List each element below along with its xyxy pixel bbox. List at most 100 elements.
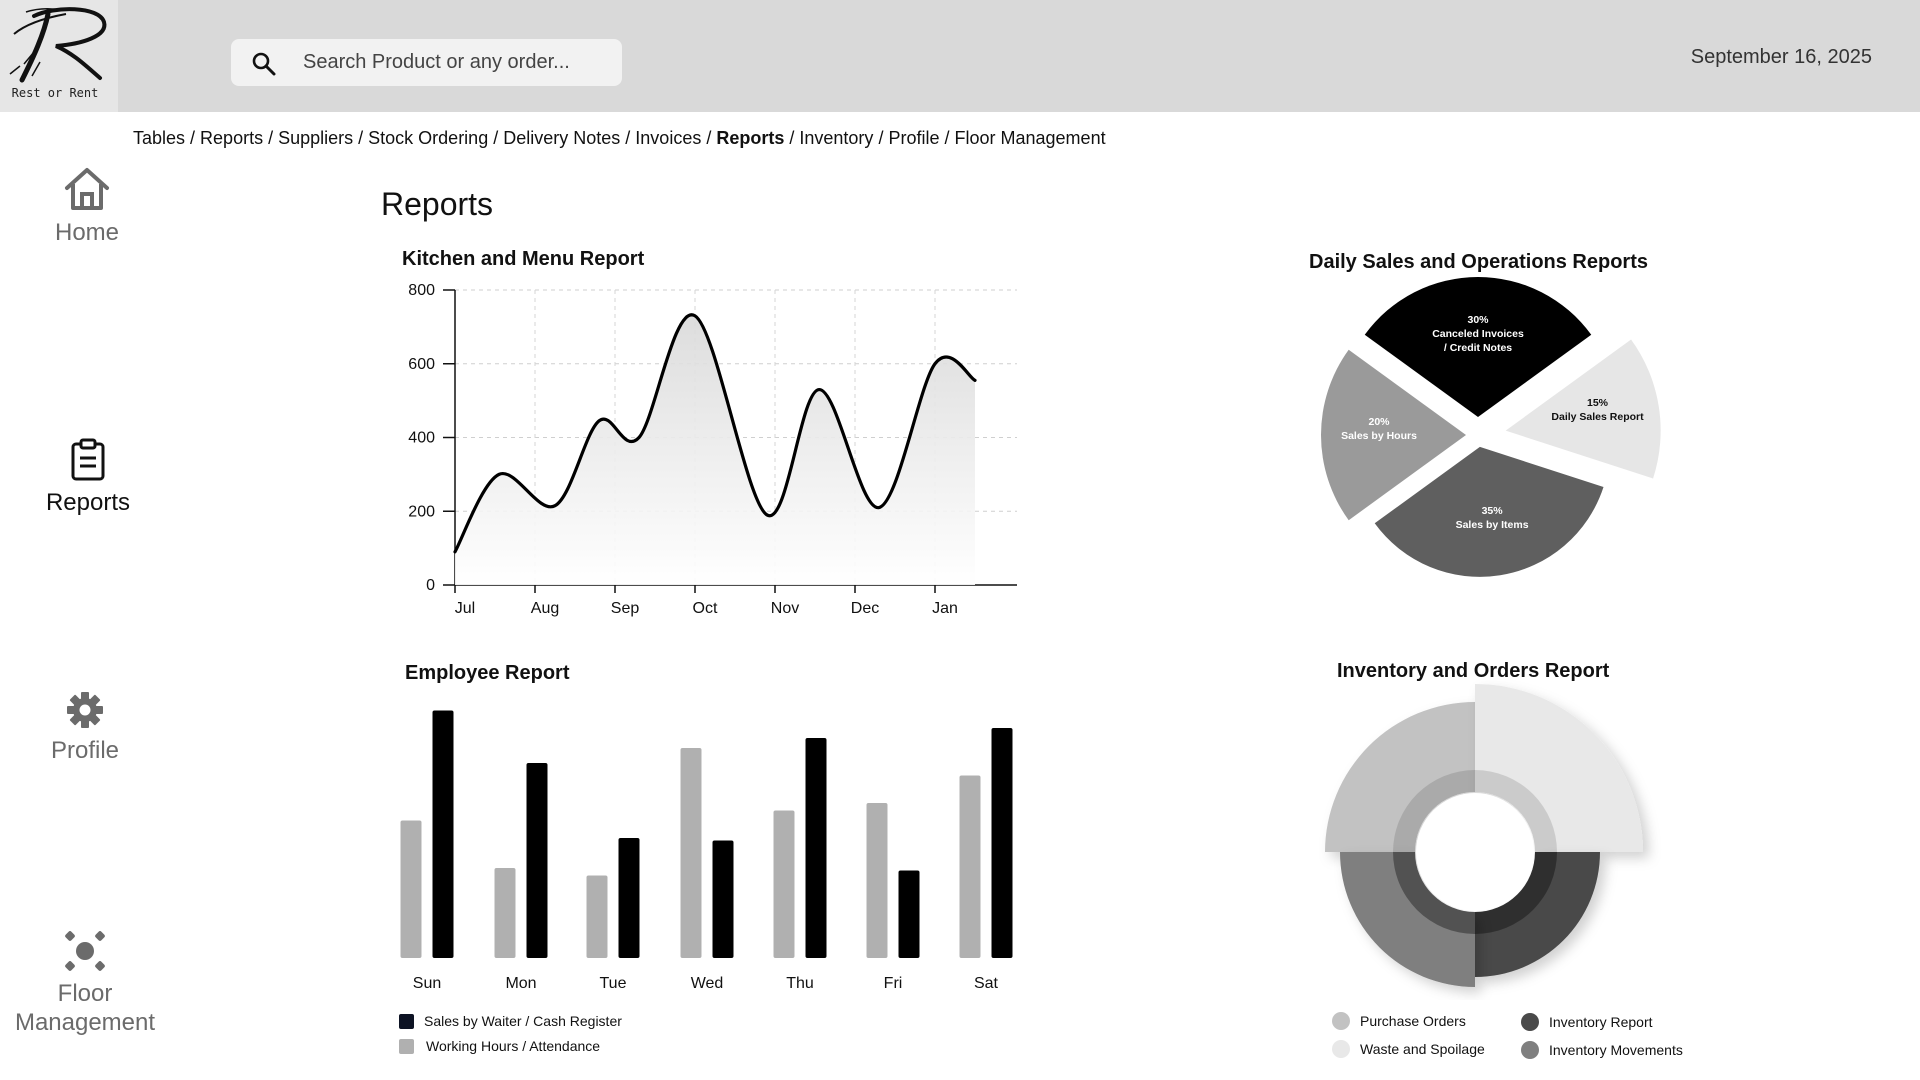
- breadcrumb-suppliers[interactable]: Suppliers: [278, 128, 354, 148]
- slice-label: 35%: [1482, 505, 1504, 517]
- legend-label: Waste and Spoilage: [1360, 1041, 1485, 1057]
- clipboard-icon: [71, 438, 105, 481]
- breadcrumb-inventory[interactable]: Inventory: [799, 128, 874, 148]
- sidebar-item-profile[interactable]: Profile: [5, 690, 165, 765]
- breadcrumb-separator: /: [493, 128, 499, 148]
- sidebar-item-home[interactable]: Home: [7, 166, 167, 247]
- legend-label: Purchase Orders: [1360, 1013, 1466, 1029]
- sidebar-item-label: Reports: [45, 489, 131, 516]
- slice-label: 15%: [1587, 397, 1609, 409]
- breadcrumb-delivery-notes[interactable]: Delivery Notes: [503, 128, 621, 148]
- y-tick-label: 800: [408, 282, 435, 299]
- slice-label: Canceled Invoices: [1432, 328, 1524, 340]
- legend-dot: [1521, 1041, 1539, 1059]
- donut-segment-inventory-movements: [1340, 852, 1475, 987]
- bar: [712, 840, 734, 958]
- search-input[interactable]: [303, 39, 603, 86]
- breadcrumb-stock-ordering[interactable]: Stock Ordering: [368, 128, 489, 148]
- legend-item: Waste and Spoilage: [1332, 1040, 1485, 1058]
- breadcrumb-floor-management[interactable]: Floor Management: [954, 128, 1106, 148]
- legend-item: Sales by Waiter / Cash Register: [399, 1013, 622, 1029]
- breadcrumb-profile[interactable]: Profile: [888, 128, 940, 148]
- breadcrumb-invoices[interactable]: Invoices: [635, 128, 702, 148]
- bar: [586, 875, 608, 958]
- x-tick-label: Jul: [455, 600, 475, 617]
- pie-slice: [1321, 349, 1466, 521]
- bar: [866, 803, 888, 958]
- x-tick-label: Oct: [693, 600, 718, 617]
- legend-swatch: [399, 1013, 414, 1029]
- breadcrumb-reports[interactable]: Reports: [200, 128, 264, 148]
- breadcrumb-separator: /: [878, 128, 884, 148]
- breadcrumb-separator: /: [944, 128, 950, 148]
- bar: [898, 870, 920, 958]
- bar: [618, 838, 640, 958]
- legend-label: Working Hours / Attendance: [426, 1038, 601, 1054]
- legend-dot: [1332, 1012, 1350, 1030]
- x-tick-label: Jan: [932, 600, 958, 617]
- breadcrumb-separator: /: [358, 128, 364, 148]
- employee-bar-chart: Sun Mon Tue Wed Thu Fri Sat: [400, 710, 1013, 992]
- bar: [400, 820, 422, 958]
- slice-label: Sales by Hours: [1341, 430, 1417, 442]
- breadcrumb-tables[interactable]: Tables: [133, 128, 186, 148]
- y-tick-label: 200: [408, 503, 435, 520]
- area-fill: [455, 314, 975, 585]
- legend-item: Purchase Orders: [1332, 1012, 1466, 1030]
- x-tick-label: Nov: [771, 600, 799, 617]
- breadcrumb-separator: /: [190, 128, 196, 148]
- breadcrumb-reports-active[interactable]: Reports: [716, 128, 785, 148]
- breadcrumb-separator: /: [268, 128, 274, 148]
- x-tick-label: Sat: [974, 975, 999, 992]
- x-tick-label: Thu: [786, 975, 814, 992]
- chart-title-daily-sales: Daily Sales and Operations Reports: [1309, 251, 1648, 273]
- y-tick-label: 600: [408, 356, 435, 373]
- sidebar-item-label: Profile: [50, 737, 120, 764]
- bar: [805, 738, 827, 958]
- sidebar-item-label: Home: [54, 219, 120, 246]
- inner-ring-bottom: [1393, 852, 1557, 934]
- home-icon: [65, 168, 109, 210]
- slice-label: Sales by Items: [1456, 519, 1529, 531]
- bar: [526, 763, 548, 958]
- sidebar-item-floor-management[interactable]: Floor Management: [5, 930, 165, 1037]
- bar: [773, 810, 795, 958]
- breadcrumb-separator: /: [625, 128, 631, 148]
- legend-swatch: [399, 1038, 414, 1054]
- slice-label: 20%: [1368, 416, 1390, 428]
- slice-label: Daily Sales Report: [1551, 411, 1644, 423]
- pie-slice: [1374, 446, 1604, 577]
- slice-label: 30%: [1467, 314, 1489, 326]
- logo-text: Rest or Rent: [11, 86, 99, 100]
- x-tick-label: Fri: [884, 975, 903, 992]
- breadcrumb-separator: /: [789, 128, 795, 148]
- legend-label: Sales by Waiter / Cash Register: [424, 1013, 622, 1029]
- slice-label: / Credit Notes: [1444, 342, 1512, 354]
- gear-icon: [67, 692, 103, 728]
- sidebar-item-reports[interactable]: Reports: [8, 438, 168, 517]
- donut-segment-inventory-report: [1475, 852, 1600, 977]
- floor-icon: [65, 931, 105, 971]
- legend-item: Working Hours / Attendance: [399, 1038, 600, 1054]
- inner-ring-top: [1393, 770, 1557, 852]
- inventory-orders-chart: [1325, 684, 1643, 987]
- x-tick-label: Aug: [531, 600, 559, 617]
- x-tick-label: Mon: [505, 975, 536, 992]
- x-tick-label: Sep: [611, 600, 640, 617]
- pie-slice: [1364, 276, 1592, 417]
- donut-hole: [1416, 793, 1534, 911]
- donut-segment-waste-spoilage: [1475, 684, 1643, 852]
- donut-segment-purchase-orders: [1325, 702, 1475, 852]
- x-tick-label: Tue: [600, 975, 627, 992]
- bar: [991, 728, 1013, 958]
- legend-item: Inventory Movements: [1521, 1041, 1683, 1059]
- chart-title-kitchen: Kitchen and Menu Report: [402, 248, 645, 270]
- legend-dot: [1521, 1013, 1539, 1031]
- sidebar-item-label: Floor Management: [14, 980, 156, 1036]
- legend-label: Inventory Movements: [1549, 1042, 1683, 1058]
- logo[interactable]: Rest or Rent: [0, 0, 118, 112]
- current-date: September 16, 2025: [1690, 46, 1872, 68]
- legend-item: Inventory Report: [1521, 1013, 1653, 1031]
- series-line: [453, 313, 977, 554]
- search-box[interactable]: [231, 39, 622, 86]
